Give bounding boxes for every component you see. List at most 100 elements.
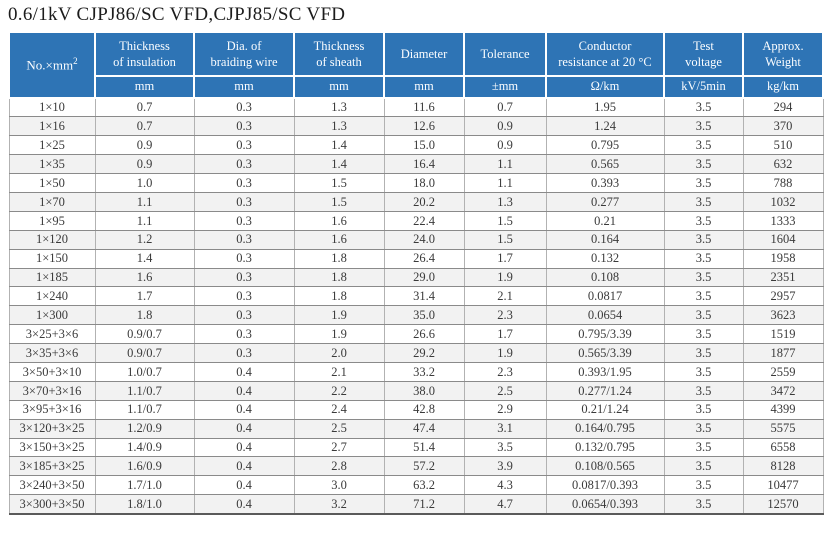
table-cell: 3×95+3×16 xyxy=(8,399,96,420)
table-cell: 2559 xyxy=(742,361,824,382)
table-cell: 3.5 xyxy=(463,437,547,458)
table-row: 3×25+3×6 0.9/0.7 0.3 1.9 26.6 1.7 0.795/3.39 3.… xyxy=(8,324,824,345)
table-cell: 1.5 xyxy=(463,210,547,231)
table-cell: 15.0 xyxy=(383,135,465,156)
table-row: 1×300 1.8 0.3 1.9 35.0 2.3 0.0654 3.5 3623 xyxy=(8,305,824,326)
table-cell: 0.393 xyxy=(545,173,665,193)
table-cell: 1.3 xyxy=(293,116,385,137)
table-cell: 3.5 xyxy=(663,418,744,439)
table-cell: 294 xyxy=(742,97,824,118)
table-cell: 1.1 xyxy=(94,191,195,212)
table-cell: 2.5 xyxy=(463,380,547,401)
page-title: 0.6/1kV CJPJ86/SC VFD,CJPJ85/SC VFD xyxy=(8,4,346,25)
table-cell: 0.3 xyxy=(193,116,295,137)
table-cell: 3.5 xyxy=(663,191,744,212)
table-cell: 8128 xyxy=(742,456,824,477)
table-cell: 1×150 xyxy=(8,248,96,269)
table-cell: 1877 xyxy=(742,343,824,363)
table-cell: 5575 xyxy=(742,418,824,439)
table-cell: 2957 xyxy=(742,286,824,307)
table-cell: 2.3 xyxy=(463,361,547,382)
table-cell: 1.9 xyxy=(293,305,385,326)
table-cell: 1.7 xyxy=(94,286,195,307)
table-cell: 0.4 xyxy=(193,456,295,477)
table-row: 1×120 1.2 0.3 1.6 24.0 1.5 0.164 3.5 1604 xyxy=(8,229,824,250)
table-cell: 0.0654 xyxy=(545,305,665,326)
table-cell: 47.4 xyxy=(383,418,465,439)
table-cell: 0.7 xyxy=(94,116,195,137)
table-row: 1×185 1.6 0.3 1.8 29.0 1.9 0.108 3.5 2351 xyxy=(8,267,824,288)
table-cell: 31.4 xyxy=(383,286,465,307)
table-cell: 0.4 xyxy=(193,399,295,420)
table-cell: 33.2 xyxy=(383,361,465,382)
table-row: 3×120+3×25 1.2/0.9 0.4 2.5 47.4 3.1 0.164/0.79… xyxy=(8,418,824,439)
table-cell: 0.3 xyxy=(193,248,295,269)
table-cell: 1.8/1.0 xyxy=(94,494,195,515)
table-cell: 3.5 xyxy=(663,475,744,496)
table-cell: 1958 xyxy=(742,248,824,269)
table-cell: 0.7 xyxy=(463,97,547,118)
table-cell: 3.5 xyxy=(663,135,744,156)
table-cell: 0.0817 xyxy=(545,286,665,307)
table-cell: 0.277 xyxy=(545,191,665,212)
table-cell: 1.95 xyxy=(545,97,665,118)
table-cell: 0.3 xyxy=(193,210,295,231)
table-cell: 0.9 xyxy=(463,135,547,156)
table-cell: 3.5 xyxy=(663,154,744,175)
table-cell: 1.9 xyxy=(463,267,547,288)
table-cell: 1×240 xyxy=(8,286,96,307)
table-cell: 2.5 xyxy=(293,418,385,439)
table-cell: 1.4 xyxy=(94,248,195,269)
table-cell: 18.0 xyxy=(383,173,465,193)
table-cell: 0.4 xyxy=(193,361,295,382)
col-header-insulation-thickness: Thickness of insulation xyxy=(94,31,195,77)
table-row: 1×95 1.1 0.3 1.6 22.4 1.5 0.21 3.5 1333 xyxy=(8,210,824,231)
table-cell: 0.3 xyxy=(193,154,295,175)
table-cell: 3.5 xyxy=(663,399,744,420)
col-header-braiding-wire-dia: Dia. of braiding wire xyxy=(193,31,295,77)
table-cell: 3623 xyxy=(742,305,824,326)
table-cell: 1.8 xyxy=(94,305,195,326)
table-cell: 0.3 xyxy=(193,97,295,118)
unit-cell-tolerance: ±mm xyxy=(463,74,547,100)
table-cell: 0.3 xyxy=(193,191,295,212)
table-cell: 1032 xyxy=(742,191,824,212)
table-cell: 1519 xyxy=(742,324,824,345)
table-cell: 3×150+3×25 xyxy=(8,437,96,458)
table-cell: 2.1 xyxy=(293,361,385,382)
col-header-diameter: Diameter xyxy=(383,31,465,77)
table-cell: 4.7 xyxy=(463,494,547,515)
table-cell: 1.9 xyxy=(293,324,385,345)
table-cell: 3×240+3×50 xyxy=(8,475,96,496)
table-cell: 1.7/1.0 xyxy=(94,475,195,496)
table-cell: 0.108 xyxy=(545,267,665,288)
table-row: 3×95+3×16 1.1/0.7 0.4 2.4 42.8 2.9 0.21/1.24 3.… xyxy=(8,399,824,420)
table-row: 3×240+3×50 1.7/1.0 0.4 3.0 63.2 4.3 0.0817/0.3… xyxy=(8,475,824,496)
table-cell: 1.24 xyxy=(545,116,665,137)
col-header-line: Thickness xyxy=(119,38,170,53)
table-cell: 0.795/3.39 xyxy=(545,324,665,345)
table-row: 3×185+3×25 1.6/0.9 0.4 2.8 57.2 3.9 0.108/0.56… xyxy=(8,456,824,477)
table-cell: 0.0817/0.393 xyxy=(545,475,665,496)
table-cell: 0.0654/0.393 xyxy=(545,494,665,515)
table-cell: 0.108/0.565 xyxy=(545,456,665,477)
table-cell: 1×185 xyxy=(8,267,96,288)
table-cell: 1.5 xyxy=(293,173,385,193)
table-cell: 3472 xyxy=(742,380,824,401)
table-cell: 2.2 xyxy=(293,380,385,401)
table-cell: 3.9 xyxy=(463,456,547,477)
table-row: 3×300+3×50 1.8/1.0 0.4 3.2 71.2 4.7 0.0654/0.3… xyxy=(8,494,824,515)
table-cell: 3×70+3×16 xyxy=(8,380,96,401)
table-cell: 1.8 xyxy=(293,248,385,269)
table-cell: 1.8 xyxy=(293,286,385,307)
unit-cell-sheath: mm xyxy=(293,74,385,100)
col-header-approx-weight: Approx. Weight xyxy=(742,31,824,77)
table-cell: 1.3 xyxy=(293,97,385,118)
col-header-line: braiding wire xyxy=(210,54,278,69)
table-cell: 3.5 xyxy=(663,343,744,363)
table-cell: 0.277/1.24 xyxy=(545,380,665,401)
table-row: 1×35 0.9 0.3 1.4 16.4 1.1 0.565 3.5 632 xyxy=(8,154,824,175)
table-cell: 1×16 xyxy=(8,116,96,137)
document-page: 0.6/1kV CJPJ86/SC VFD,CJPJ85/SC VFD No.×… xyxy=(8,4,824,515)
table-cell: 0.132/0.795 xyxy=(545,437,665,458)
